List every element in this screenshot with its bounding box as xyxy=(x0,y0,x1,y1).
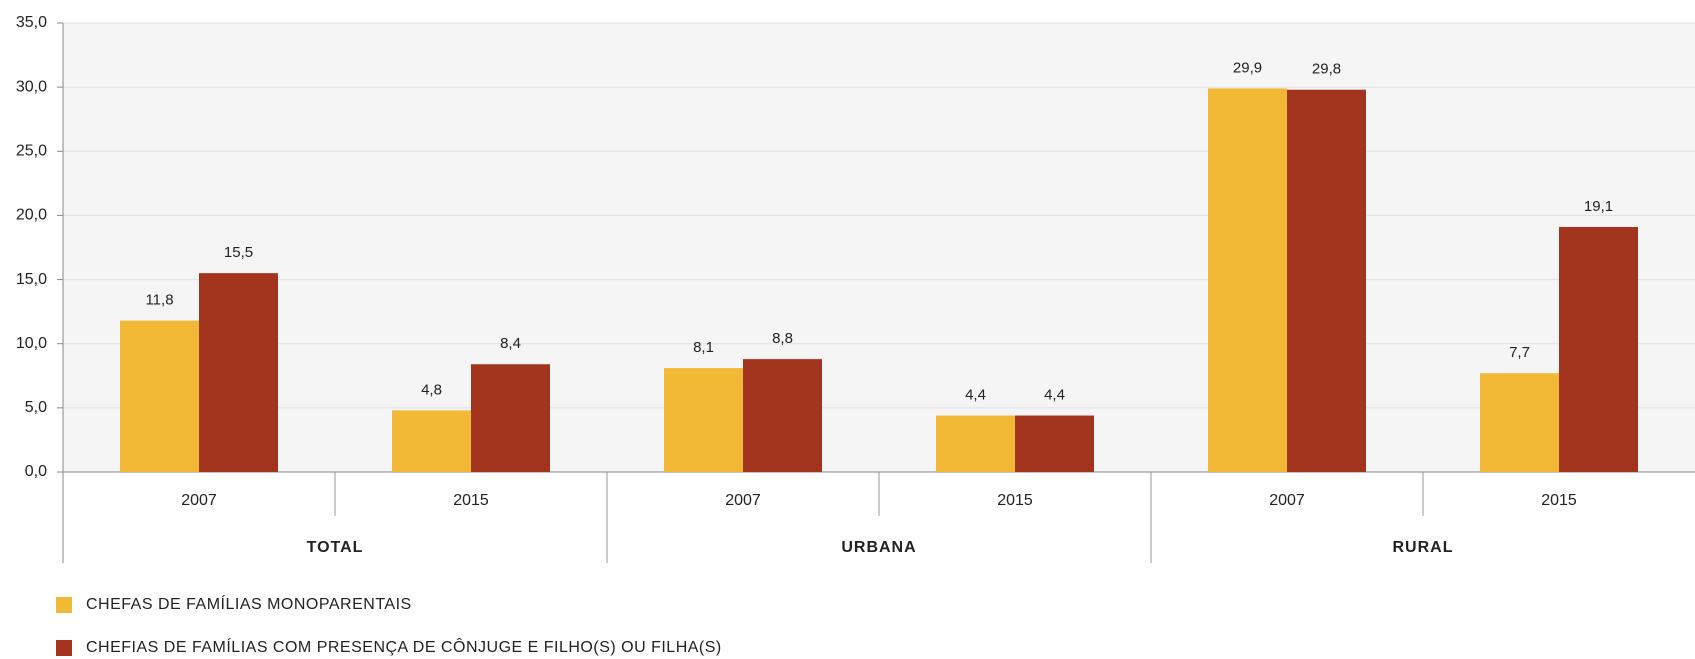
value-label: 29,9 xyxy=(1233,59,1262,76)
bar xyxy=(1287,89,1366,473)
legend-label: CHEFAS DE FAMÍLIAS MONOPARENTAIS xyxy=(86,594,412,613)
value-label: 4,4 xyxy=(965,387,986,404)
bar xyxy=(1559,226,1638,472)
y-tick-label: 10,0 xyxy=(16,335,47,352)
group-label: RURAL xyxy=(1393,539,1454,556)
y-tick-label: 25,0 xyxy=(16,143,47,160)
y-tick-label: 0,0 xyxy=(25,463,47,480)
value-label: 19,1 xyxy=(1584,198,1613,215)
value-label: 8,8 xyxy=(772,330,793,347)
bar xyxy=(199,273,278,472)
bar xyxy=(1208,88,1287,472)
x-tick-label: 2015 xyxy=(1541,492,1577,509)
value-label: 7,7 xyxy=(1509,344,1530,361)
x-tick-label: 2007 xyxy=(725,492,761,509)
x-tick-label: 2007 xyxy=(1269,492,1305,509)
group-label: TOTAL xyxy=(307,539,364,556)
y-tick-label: 5,0 xyxy=(25,399,47,416)
group-label: URBANA xyxy=(841,539,916,556)
bar xyxy=(1480,373,1559,472)
x-tick-label: 2007 xyxy=(181,492,217,509)
value-label: 29,8 xyxy=(1312,61,1341,78)
value-label: 11,8 xyxy=(145,292,173,309)
bar xyxy=(471,364,550,472)
value-label: 8,1 xyxy=(693,339,714,356)
legend-label: CHEFIAS DE FAMÍLIAS COM PRESENÇA DE CÔNJ… xyxy=(86,637,722,656)
bar xyxy=(1015,415,1094,472)
bar xyxy=(936,415,1015,472)
value-label: 4,8 xyxy=(421,381,442,398)
y-tick-label: 30,0 xyxy=(16,78,47,95)
y-tick-label: 20,0 xyxy=(16,207,47,224)
legend-swatch xyxy=(56,597,72,613)
value-label: 15,5 xyxy=(224,244,253,261)
y-tick-label: 35,0 xyxy=(16,14,47,31)
value-label: 4,4 xyxy=(1044,387,1065,404)
plot-background xyxy=(63,23,1695,472)
x-tick-label: 2015 xyxy=(453,492,489,509)
legend-swatch xyxy=(56,640,72,656)
bar xyxy=(743,359,822,472)
x-tick-label: 2015 xyxy=(997,492,1033,509)
bar xyxy=(120,320,199,472)
bar xyxy=(664,368,743,472)
y-tick-label: 15,0 xyxy=(16,271,47,288)
bar xyxy=(392,410,471,472)
value-label: 8,4 xyxy=(500,335,521,352)
